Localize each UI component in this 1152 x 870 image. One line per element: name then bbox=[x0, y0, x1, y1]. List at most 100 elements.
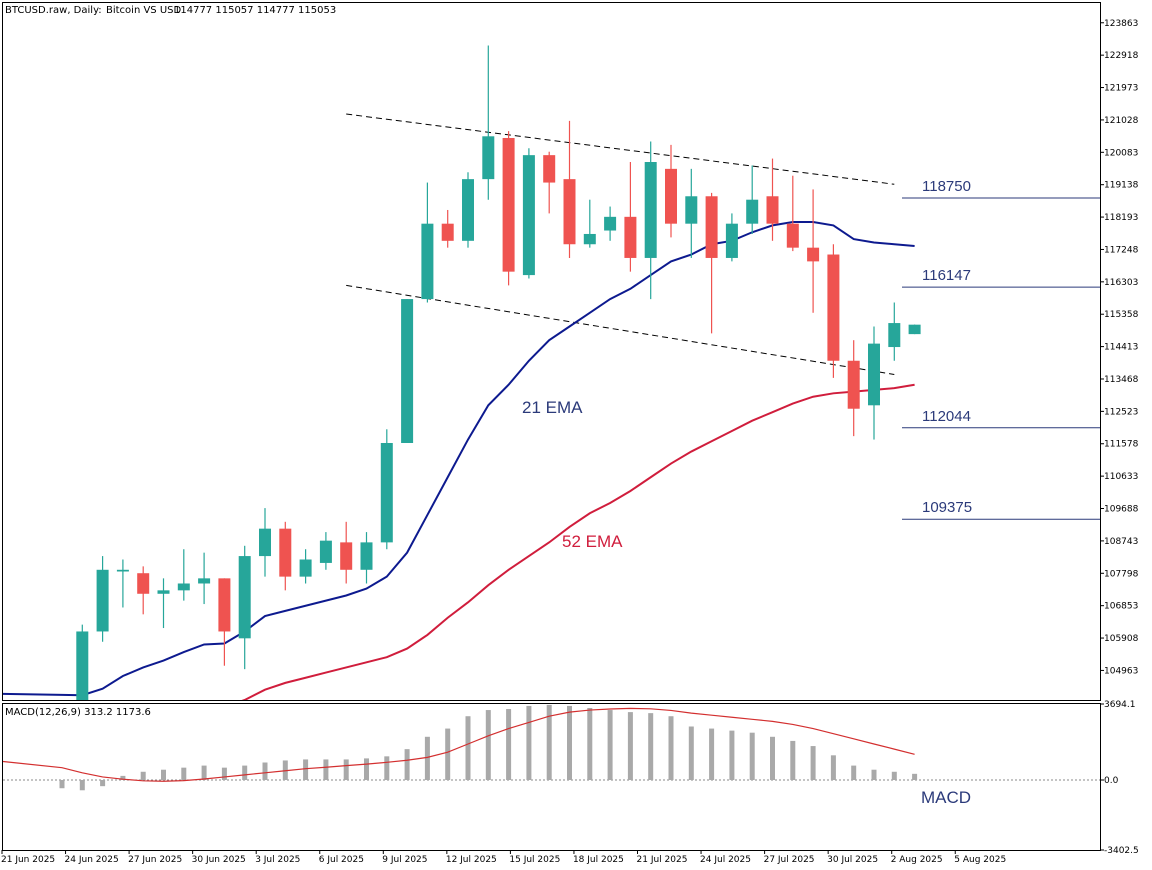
price-tick-label: 117248 bbox=[1104, 245, 1139, 255]
candle bbox=[746, 165, 759, 234]
main-panel-frame bbox=[2, 2, 1101, 701]
candle bbox=[543, 151, 556, 214]
macd-histogram-bar bbox=[810, 746, 816, 780]
ema21-line bbox=[3, 220, 915, 697]
macd-histogram-bar bbox=[485, 710, 491, 780]
candle-body bbox=[908, 324, 921, 335]
candle bbox=[218, 578, 231, 666]
macd-histogram-bar bbox=[749, 732, 755, 780]
macd-histogram-bar bbox=[830, 755, 836, 780]
candle-body bbox=[868, 343, 880, 406]
time-tick-label: 21 Jun 2025 bbox=[1, 855, 55, 865]
candle bbox=[847, 340, 860, 437]
macd-histogram-bar bbox=[100, 779, 106, 787]
candle bbox=[137, 566, 150, 615]
time-tick-label: 30 Jul 2025 bbox=[827, 855, 878, 865]
candle-body bbox=[198, 578, 211, 584]
candle bbox=[421, 182, 434, 303]
candle bbox=[502, 131, 515, 286]
candle-body bbox=[685, 196, 698, 224]
candle-body bbox=[441, 223, 454, 241]
candle-body bbox=[543, 155, 556, 183]
candle-body bbox=[807, 247, 820, 262]
candle-body bbox=[583, 233, 596, 245]
candle-body bbox=[665, 168, 677, 224]
price-tick-label: 104963 bbox=[1104, 666, 1138, 676]
candles-layer bbox=[76, 45, 921, 700]
candle bbox=[563, 120, 576, 258]
time-tick-label: 18 Jul 2025 bbox=[573, 855, 624, 865]
channel-lower-line bbox=[346, 284, 895, 375]
candle-body bbox=[522, 155, 535, 276]
candle-body bbox=[401, 299, 414, 443]
macd-signal-line bbox=[2, 707, 915, 782]
candle bbox=[624, 162, 637, 272]
time-axis: 21 Jun 2025 24 Jun 2025 27 Jun 2025 30 Jun … bbox=[1, 850, 1006, 865]
macd-histogram-bar bbox=[79, 779, 85, 791]
candle-body bbox=[116, 569, 129, 572]
candle-body bbox=[380, 442, 393, 543]
candle bbox=[401, 299, 414, 443]
macd-readout: MACD(12,26,9) 313.2 1173.6 bbox=[5, 707, 151, 718]
macd-histogram-bar bbox=[688, 726, 694, 780]
candle bbox=[665, 144, 677, 238]
macd-histogram-bar bbox=[709, 728, 715, 780]
macd-histogram-bar bbox=[364, 758, 369, 780]
time-tick-label: 9 Jul 2025 bbox=[382, 855, 427, 865]
candle bbox=[807, 189, 820, 313]
price-tick-label: 112523 bbox=[1104, 407, 1138, 417]
price-tick-label: 110633 bbox=[1104, 472, 1138, 482]
candle bbox=[198, 552, 211, 605]
macd-histogram-bar bbox=[465, 716, 471, 780]
candle-body bbox=[725, 223, 738, 258]
macd-tick-label: -3402.5 bbox=[1104, 846, 1139, 856]
macd-histogram-bar bbox=[607, 710, 613, 780]
macd-histogram-bar bbox=[201, 765, 207, 780]
level-label: 109375 bbox=[922, 499, 972, 516]
macd-label: MACD bbox=[921, 788, 971, 807]
macd-histogram-bar bbox=[790, 740, 796, 780]
candle bbox=[116, 559, 129, 608]
time-tick-label: 2 Aug 2025 bbox=[891, 855, 943, 865]
candle bbox=[462, 172, 474, 248]
price-tick-label: 122918 bbox=[1104, 51, 1139, 61]
macd-histogram-bar bbox=[627, 712, 633, 780]
macd-histogram-bar bbox=[770, 736, 775, 780]
candle-body bbox=[502, 138, 515, 272]
price-tick-label: 120083 bbox=[1104, 148, 1138, 158]
macd-histogram-bar bbox=[891, 771, 897, 780]
price-tick-label: 115358 bbox=[1104, 310, 1139, 320]
time-tick-label: 3 Jul 2025 bbox=[255, 855, 300, 865]
macd-histogram-bar bbox=[546, 704, 552, 780]
candle bbox=[157, 578, 170, 629]
time-tick-label: 27 Jun 2025 bbox=[128, 855, 182, 865]
price-tick-label: 116303 bbox=[1104, 278, 1138, 288]
candle-body bbox=[96, 569, 109, 632]
candle-body bbox=[218, 578, 231, 632]
ema52-line bbox=[241, 383, 915, 700]
price-tick-label: 113468 bbox=[1104, 375, 1139, 385]
level-label: 116147 bbox=[922, 267, 971, 284]
candle bbox=[705, 192, 718, 334]
macd-histogram-bar bbox=[140, 771, 146, 780]
macd-histogram-bar bbox=[912, 773, 918, 780]
level-label: 112044 bbox=[922, 408, 971, 425]
candle bbox=[319, 532, 332, 570]
time-tick-label: 6 Jul 2025 bbox=[319, 855, 364, 865]
candle-body bbox=[827, 254, 840, 361]
candle-body bbox=[746, 199, 759, 224]
price-tick-label: 123863 bbox=[1104, 19, 1138, 29]
macd-histogram-bar bbox=[120, 775, 126, 780]
candle bbox=[604, 206, 617, 241]
candle bbox=[76, 624, 89, 700]
macd-histogram-bar bbox=[668, 716, 674, 780]
ema52-label: 52 EMA bbox=[562, 532, 623, 551]
candle bbox=[786, 175, 799, 252]
candle bbox=[177, 549, 190, 601]
candle-body bbox=[259, 528, 271, 557]
candle bbox=[888, 302, 901, 361]
candle bbox=[96, 556, 109, 642]
candle-body bbox=[76, 631, 89, 700]
candle-body bbox=[177, 583, 190, 591]
